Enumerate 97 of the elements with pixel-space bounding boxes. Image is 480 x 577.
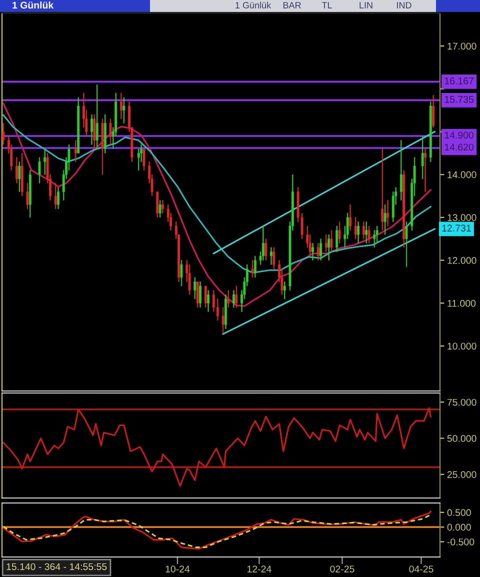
candlestick: [227, 290, 230, 308]
candlestick: [18, 162, 21, 192]
candlestick: [224, 294, 227, 330]
candlestick: [251, 260, 254, 278]
candlestick: [2, 122, 5, 145]
candlestick: [235, 286, 238, 308]
candlestick: [357, 222, 360, 244]
candlestick: [338, 222, 341, 244]
candlestick: [272, 247, 276, 270]
ref-line-label: 14.900: [444, 132, 474, 139]
candlestick: [156, 192, 159, 218]
candlestick: [199, 282, 202, 308]
candlestick: [222, 307, 224, 334]
text: TL: [322, 2, 332, 8]
y-tick-label: 14.000: [448, 171, 476, 178]
candlestick: [204, 286, 207, 308]
text: IND: [397, 2, 412, 8]
candlestick: [424, 148, 426, 192]
y-tick-label: 13.000: [448, 214, 476, 222]
candlestick: [196, 282, 199, 308]
candlestick: [188, 264, 191, 295]
line-series: [2, 114, 432, 274]
candlestick: [162, 200, 164, 214]
candlestick: [122, 97, 126, 124]
candlestick: [20, 152, 24, 196]
y-tick-label: 50.000: [447, 435, 476, 442]
candlestick: [254, 256, 256, 278]
candlestick: [207, 290, 210, 312]
candlestick: [104, 114, 106, 154]
candlestick: [402, 170, 406, 248]
candlestick: [328, 234, 330, 260]
candlestick: [264, 238, 268, 260]
candlestick: [421, 136, 424, 180]
y-tick-label: 0.000: [447, 524, 471, 531]
candlestick: [120, 92, 122, 120]
candlestick: [320, 238, 322, 260]
x-tick-label: 02-25: [330, 566, 354, 572]
candlestick: [109, 118, 112, 145]
candlestick: [28, 170, 32, 218]
candlestick: [180, 260, 183, 286]
text: LIN: [360, 2, 372, 8]
candlestick: [158, 200, 162, 218]
candlestick: [336, 226, 338, 252]
candlestick: [386, 200, 389, 226]
candlestick: [90, 114, 93, 145]
candlestick: [368, 226, 370, 244]
candlestick: [96, 84, 98, 150]
x-tick-label: 10-24: [166, 566, 190, 572]
ref-line-label: 15.735: [444, 96, 474, 103]
candlestick: [330, 230, 333, 252]
candlestick: [38, 157, 41, 184]
x-tick-label: 12-24: [247, 566, 272, 572]
candlestick: [57, 187, 60, 210]
candlestick: [312, 242, 314, 260]
candlestick: [74, 140, 77, 162]
candlestick: [16, 157, 18, 184]
candlestick: [44, 148, 46, 175]
text: 15.140 - 364 - 14:55:55: [6, 563, 107, 570]
candlestick: [400, 140, 402, 200]
candlestick: [26, 182, 29, 210]
candlestick: [93, 114, 96, 150]
candlestick: [77, 97, 80, 154]
ref-line-label: 16.167: [444, 77, 474, 84]
candlestick: [381, 148, 384, 230]
candlestick: [316, 242, 320, 260]
candlestick: [283, 282, 286, 300]
candlestick: [365, 222, 368, 244]
text: BAR: [283, 2, 301, 8]
y-tick-label: 17.000: [448, 42, 476, 50]
y-tick-label: -0.500: [447, 538, 474, 546]
candlestick: [101, 118, 104, 175]
candlestick: [429, 102, 432, 162]
candlestick: [354, 217, 357, 240]
candlestick: [54, 182, 57, 210]
annotation: 12.731: [442, 224, 471, 232]
y-tick-label: 12.000: [448, 257, 476, 264]
y-tick-label: 11.000: [448, 300, 476, 307]
candlestick: [384, 204, 386, 235]
candlestick: [432, 95, 435, 128]
candlestick: [349, 204, 352, 230]
chart-title: 1 Günlük: [12, 1, 54, 9]
y-tick-label: 25.000: [447, 471, 476, 478]
x-tick-label: 04-25: [409, 566, 434, 572]
candlestick: [194, 277, 196, 300]
line-series: [2, 102, 432, 307]
y-tick-label: 0.500: [447, 509, 471, 516]
y-tick-label: 10.000: [448, 342, 476, 350]
candlestick: [362, 222, 365, 240]
candlestick: [232, 290, 235, 308]
line-series: [2, 407, 432, 487]
candlestick: [270, 247, 272, 265]
candlestick: [405, 222, 408, 267]
y-tick-label: 75.000: [447, 398, 476, 406]
candlestick: [324, 234, 328, 252]
ref-line-label: 14.620: [444, 144, 474, 151]
candlestick: [142, 148, 146, 170]
text: 1 Günlük: [236, 2, 272, 8]
